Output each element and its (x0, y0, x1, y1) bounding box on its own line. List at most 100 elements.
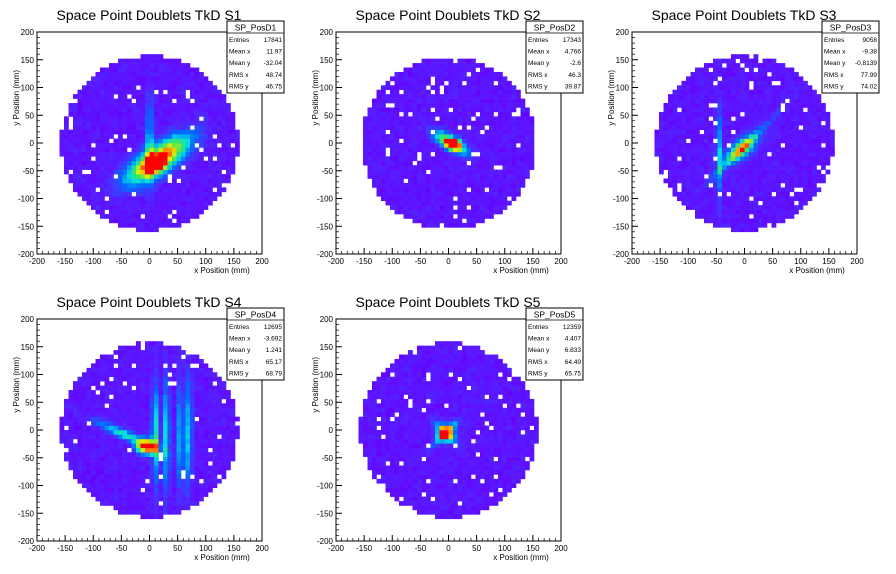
heatmap-cell (131, 376, 137, 382)
heatmap-cell (131, 434, 137, 440)
heatmap-cell (785, 209, 790, 215)
heatmap-cell (127, 363, 132, 369)
heatmap-cell (131, 461, 137, 466)
heatmap-cell (484, 138, 490, 144)
heatmap-cell (163, 94, 168, 99)
heatmap-cell (172, 67, 177, 73)
heatmap-cell (167, 412, 173, 417)
heatmap-cell (226, 125, 231, 130)
heatmap-cell (145, 209, 150, 215)
heatmap-cell (154, 143, 159, 148)
heatmap-cell (208, 178, 213, 184)
heatmap-cell (149, 134, 155, 139)
heatmap-cell (417, 134, 422, 139)
heatmap-cell (735, 67, 741, 73)
heatmap-cell (722, 160, 727, 166)
heatmap-cell (744, 156, 750, 162)
heatmap-cell (131, 174, 137, 179)
heatmap-cell (172, 63, 177, 68)
heatmap-cell (807, 196, 813, 202)
heatmap-cell (516, 89, 521, 95)
heatmap-cell (740, 169, 745, 175)
heatmap-cell (104, 191, 110, 197)
heatmap-cell (394, 143, 400, 148)
heatmap-cell (394, 138, 400, 144)
heatmap-cell (91, 478, 96, 484)
heatmap-cell (681, 103, 687, 108)
heatmap-cell (462, 103, 467, 108)
heatmap-cell (226, 103, 231, 108)
heatmap-cell (95, 363, 101, 369)
heatmap-cell (118, 151, 123, 157)
heatmap-cell (735, 125, 741, 130)
heatmap-cell (403, 71, 409, 77)
heatmap-cell (145, 205, 150, 210)
heatmap-cell (677, 143, 682, 148)
heatmap-cell (466, 85, 472, 91)
heatmap-cell (520, 138, 526, 144)
heatmap-cell (118, 76, 123, 82)
heatmap-cell (484, 196, 490, 202)
heatmap-cell (794, 138, 799, 144)
heatmap-cell (740, 67, 745, 73)
heatmap-cell (489, 156, 494, 162)
heatmap-cell (95, 98, 101, 104)
heatmap-cell (771, 107, 777, 113)
heatmap-cell (735, 107, 741, 113)
heatmap-cell (417, 187, 422, 193)
heatmap-cell (176, 103, 182, 108)
heatmap-cell (154, 438, 159, 444)
heatmap-cell (435, 151, 440, 157)
heatmap-cell (390, 200, 395, 206)
heatmap-cell (735, 134, 741, 139)
heatmap-cell (489, 67, 494, 73)
heatmap-cell (95, 89, 101, 95)
heatmap-cell (104, 447, 110, 453)
heatmap-cell (789, 111, 795, 117)
heatmap-cell (785, 67, 790, 73)
heatmap-cell (154, 103, 159, 108)
heatmap-cell (95, 398, 101, 404)
heatmap-cell (136, 107, 141, 113)
heatmap-cell (95, 205, 101, 210)
heatmap-cell (149, 103, 155, 108)
heatmap-cell (376, 160, 382, 166)
heatmap-cell (136, 496, 141, 502)
heatmap-cell (668, 120, 673, 126)
heatmap-cell (453, 178, 458, 184)
heatmap-cell (122, 218, 128, 224)
heatmap-cell (516, 182, 521, 188)
heatmap-cell (95, 416, 101, 422)
heatmap-cell (390, 160, 395, 166)
heatmap-cell (73, 390, 78, 395)
heatmap-cell (776, 76, 781, 82)
x-tick-label: -100 (85, 257, 102, 266)
heatmap-cell (726, 156, 732, 162)
heatmap-cell (417, 120, 422, 126)
heatmap-cell (771, 174, 777, 179)
heatmap-cell (744, 125, 750, 130)
heatmap-cell (713, 205, 718, 210)
heatmap-cell (203, 85, 209, 91)
heatmap-cell (726, 187, 732, 193)
heatmap-cell (167, 76, 173, 82)
heatmap-cell (444, 67, 449, 73)
heatmap-cell (77, 412, 83, 417)
heatmap-cell (367, 125, 373, 130)
heatmap-cell (749, 67, 754, 73)
heatmap-cell (172, 372, 177, 378)
heatmap-cell (91, 129, 96, 135)
heatmap-cell (100, 111, 105, 117)
heatmap-cell (726, 160, 732, 166)
heatmap-cell (744, 58, 750, 64)
heatmap-cell (203, 452, 209, 457)
heatmap-cell (68, 165, 74, 170)
heatmap-cell (498, 209, 503, 215)
heatmap-cell (127, 174, 132, 179)
heatmap-cell (385, 160, 391, 166)
heatmap-cell (731, 156, 736, 162)
heatmap-cell (140, 456, 146, 462)
heatmap-cell (444, 94, 449, 99)
heatmap-cell (127, 456, 132, 462)
heatmap-cell (753, 169, 759, 175)
